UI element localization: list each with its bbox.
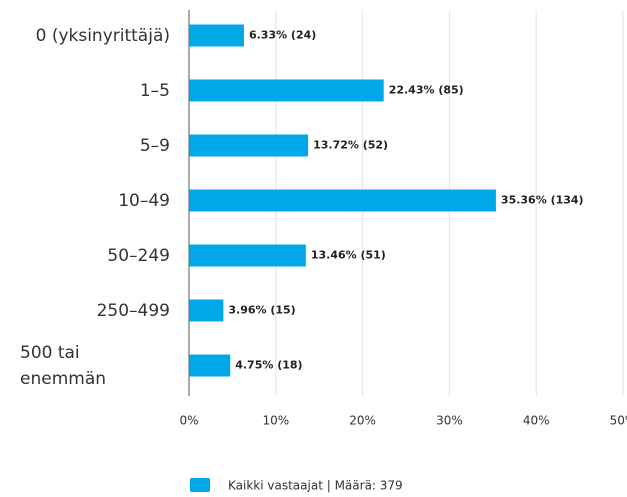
x-tick-label: 40%	[523, 414, 550, 428]
bar	[189, 134, 309, 157]
category-label: 5–9	[139, 135, 170, 156]
bar	[189, 189, 496, 212]
category-label: 0 (yksinyrittäjä)	[35, 25, 170, 46]
bar	[189, 24, 244, 47]
value-label: 6.33% (24)	[249, 29, 316, 42]
category-label: 1–5	[139, 80, 170, 101]
x-tick-label: 20%	[349, 414, 376, 428]
x-tick-label: 10%	[262, 414, 289, 428]
value-label: 4.75% (18)	[235, 359, 302, 372]
value-label: 35.36% (134)	[501, 194, 584, 207]
bar	[189, 299, 224, 322]
category-label: 500 tai enemmän	[20, 342, 107, 389]
x-tick-label: 50%	[610, 414, 627, 428]
category-label: 250–499	[96, 300, 170, 321]
value-label: 13.72% (52)	[313, 139, 388, 152]
x-tick-label: 30%	[436, 414, 463, 428]
bar	[189, 354, 231, 377]
legend-swatch	[190, 478, 210, 492]
category-label: 50–249	[107, 245, 170, 266]
legend-label: Kaikki vastaajat | Määrä: 379	[228, 479, 403, 493]
value-label: 3.96% (15)	[228, 304, 295, 317]
value-label: 13.46% (51)	[311, 249, 386, 262]
category-label: 10–49	[118, 190, 170, 211]
x-tick-label: 0%	[179, 414, 198, 428]
bar	[189, 244, 306, 267]
value-label: 22.43% (85)	[389, 84, 464, 97]
bar	[189, 79, 384, 102]
